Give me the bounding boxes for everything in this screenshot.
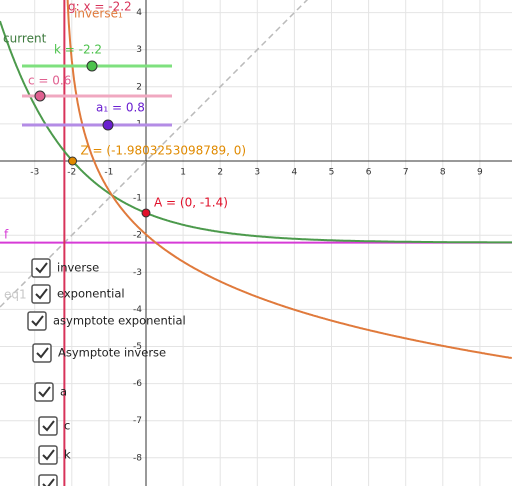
point-label: Z = (-1.9803253098789, 0) [81,144,247,158]
slider-label: c = 0.6 [28,74,71,88]
y-tick-label: -3 [133,268,142,278]
checkbox-check [42,478,55,486]
x-tick-label: 9 [477,168,483,178]
slider-handle[interactable] [86,60,98,72]
checkbox[interactable]: asymptote exponential [27,311,186,331]
curve-label: f [4,228,9,242]
checkbox-check [35,262,48,274]
curve-label: inverse₁ [74,7,123,21]
checkbox[interactable] [38,474,58,486]
x-tick-label: 1 [180,168,186,178]
checkbox-check [42,449,55,461]
checkbox-label: c [64,419,70,433]
identity-line [0,0,309,308]
checkbox[interactable]: Asymptote inverse [32,343,166,363]
point-label: A = (0, -1.4) [154,195,228,209]
checkbox-box [31,258,51,278]
curve-label: current [3,32,47,46]
x-tick-label: -1 [104,168,113,178]
curve-label: g: x = -2.2 [68,0,132,14]
checkbox[interactable]: exponential [31,284,125,304]
checkbox-box [38,474,58,486]
slider-label: k = -2.2 [54,43,102,57]
checkbox-check [42,420,55,432]
x-tick-label: -3 [30,168,39,178]
checkbox-label: Asymptote inverse [58,346,166,360]
slider-handle[interactable] [102,119,114,131]
checkbox-box [32,343,52,363]
y-tick-label: -7 [133,416,142,426]
x-tick-label: 8 [440,168,446,178]
y-tick-label: -2 [133,231,142,241]
checkbox[interactable]: a [34,382,67,402]
y-tick-label: -5 [133,342,142,352]
x-tick-label: 3 [254,168,260,178]
checkbox-label: inverse [57,261,99,275]
checkbox-check [35,288,48,300]
x-tick-label: 7 [403,168,409,178]
checkbox-box [27,311,47,331]
checkbox-label: exponential [57,287,125,301]
checkbox[interactable]: k [38,445,71,465]
y-tick-label: 2 [136,82,142,92]
slider-label: a₁ = 0.8 [96,101,145,115]
checkbox-label: asymptote exponential [53,314,186,328]
x-tick-label: -2 [67,168,76,178]
x-tick-label: 2 [217,168,223,178]
x-tick-label: 4 [292,168,298,178]
inverse-curve [66,0,512,359]
point[interactable] [68,156,78,166]
point[interactable] [141,208,151,218]
y-tick-label: -6 [133,379,142,389]
y-tick-label: 4 [136,8,142,18]
checkbox-check [38,386,51,398]
y-tick-label: -1 [133,194,142,204]
checkbox-box [38,416,58,436]
x-tick-label: 6 [366,168,372,178]
checkbox[interactable]: inverse [31,258,99,278]
y-tick-label: 3 [136,45,142,55]
y-tick-label: -8 [133,453,142,463]
checkbox-box [34,382,54,402]
checkbox-box [38,445,58,465]
checkbox-check [36,347,49,359]
checkbox-check [31,315,44,327]
curve-label: eq1 [4,288,27,302]
y-tick-label: -4 [133,305,142,315]
exponential-curve [0,20,512,244]
checkbox-label: a [60,385,67,399]
slider-handle[interactable] [34,90,46,102]
checkbox-box [31,284,51,304]
x-tick-label: 5 [329,168,335,178]
checkbox[interactable]: c [38,416,70,436]
checkbox-label: k [64,448,71,462]
